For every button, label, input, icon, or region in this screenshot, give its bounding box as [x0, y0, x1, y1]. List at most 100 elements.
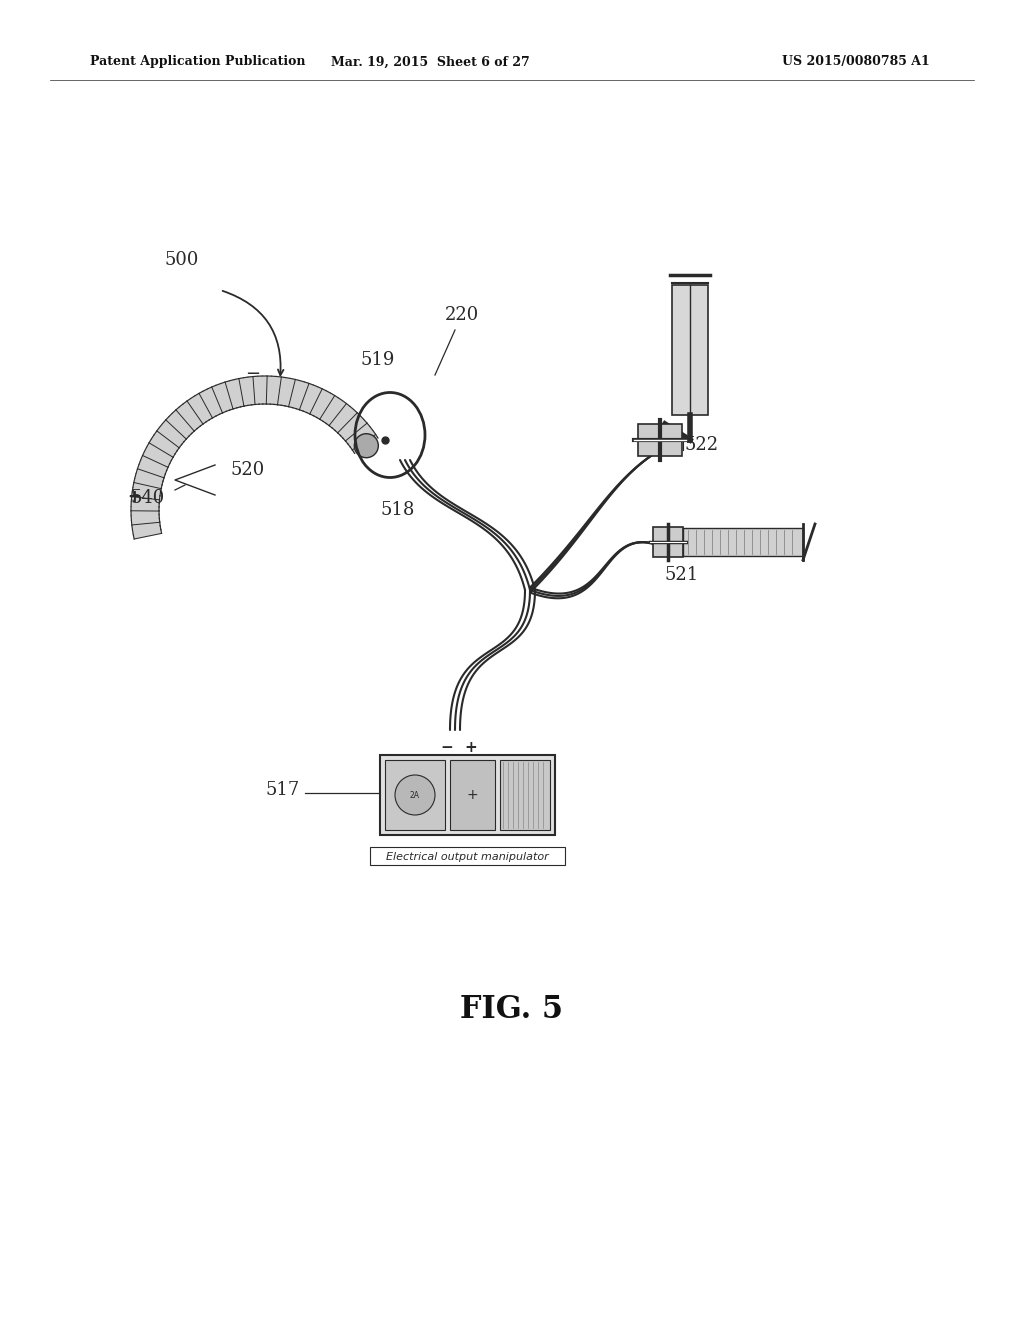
Polygon shape	[258, 376, 263, 404]
Polygon shape	[253, 376, 259, 404]
Text: 520: 520	[230, 461, 264, 479]
Bar	[380, 755, 555, 836]
Polygon shape	[166, 417, 189, 440]
Polygon shape	[225, 381, 238, 409]
Polygon shape	[306, 387, 322, 414]
Polygon shape	[319, 396, 338, 421]
Polygon shape	[179, 404, 201, 429]
Text: 500: 500	[165, 251, 200, 269]
Text: 521: 521	[665, 566, 699, 583]
Polygon shape	[131, 511, 159, 516]
Text: Patent Application Publication: Patent Application Publication	[90, 55, 305, 69]
Polygon shape	[131, 515, 160, 520]
Polygon shape	[270, 376, 276, 404]
Polygon shape	[299, 383, 313, 412]
Polygon shape	[348, 426, 373, 447]
Polygon shape	[262, 376, 267, 404]
Polygon shape	[140, 455, 168, 471]
Polygon shape	[187, 399, 207, 424]
Polygon shape	[323, 399, 342, 424]
Circle shape	[354, 434, 378, 458]
Polygon shape	[340, 416, 364, 438]
Polygon shape	[142, 451, 170, 467]
Circle shape	[395, 775, 435, 814]
Polygon shape	[282, 378, 290, 407]
Text: FIG. 5: FIG. 5	[461, 994, 563, 1026]
Polygon shape	[229, 380, 241, 408]
Polygon shape	[303, 385, 317, 413]
Polygon shape	[132, 492, 160, 500]
Polygon shape	[338, 413, 360, 436]
Text: 522: 522	[685, 436, 719, 454]
Polygon shape	[146, 444, 173, 461]
Polygon shape	[136, 469, 164, 482]
Text: −: −	[246, 366, 260, 383]
Polygon shape	[216, 384, 230, 412]
Bar	[672, 285, 708, 414]
Polygon shape	[203, 389, 219, 416]
Polygon shape	[135, 474, 163, 484]
Polygon shape	[292, 380, 304, 409]
Polygon shape	[134, 478, 162, 488]
Text: US 2015/0080785 A1: US 2015/0080785 A1	[782, 55, 930, 69]
Text: +: +	[465, 739, 477, 755]
Polygon shape	[132, 487, 161, 496]
Bar	[653, 527, 683, 557]
Polygon shape	[157, 428, 181, 447]
Text: +: +	[127, 487, 141, 506]
Polygon shape	[137, 465, 166, 478]
Polygon shape	[183, 401, 204, 426]
Polygon shape	[133, 483, 161, 492]
Polygon shape	[169, 413, 191, 437]
Bar	[638, 424, 682, 455]
Polygon shape	[326, 401, 346, 426]
Polygon shape	[163, 420, 186, 442]
Text: 517: 517	[266, 781, 300, 799]
Bar	[450, 760, 495, 830]
Text: 540: 540	[130, 488, 164, 507]
Polygon shape	[139, 461, 167, 474]
Polygon shape	[350, 430, 376, 450]
Polygon shape	[176, 407, 198, 432]
Text: +: +	[466, 788, 478, 803]
Text: 519: 519	[360, 351, 394, 370]
Polygon shape	[132, 525, 161, 535]
Polygon shape	[199, 391, 216, 418]
Polygon shape	[313, 391, 330, 417]
Polygon shape	[212, 385, 226, 413]
Polygon shape	[335, 409, 357, 433]
Polygon shape	[289, 379, 299, 408]
Polygon shape	[332, 407, 353, 430]
Bar	[500, 760, 550, 830]
Polygon shape	[345, 424, 370, 445]
Polygon shape	[208, 387, 223, 414]
Polygon shape	[150, 440, 175, 457]
Polygon shape	[131, 517, 160, 525]
Polygon shape	[154, 432, 179, 451]
Polygon shape	[285, 379, 295, 407]
Polygon shape	[131, 507, 159, 511]
Polygon shape	[133, 529, 162, 539]
Polygon shape	[278, 378, 286, 405]
Polygon shape	[132, 521, 160, 529]
Polygon shape	[244, 378, 252, 405]
Polygon shape	[144, 447, 171, 463]
Polygon shape	[316, 393, 334, 420]
Text: Mar. 19, 2015  Sheet 6 of 27: Mar. 19, 2015 Sheet 6 of 27	[331, 55, 529, 69]
Polygon shape	[248, 376, 256, 405]
Polygon shape	[273, 376, 281, 405]
Polygon shape	[239, 378, 248, 407]
Bar	[370, 847, 565, 865]
Polygon shape	[310, 389, 326, 416]
Text: 220: 220	[445, 306, 479, 323]
Polygon shape	[234, 379, 245, 407]
Polygon shape	[343, 420, 367, 441]
Bar	[683, 528, 803, 556]
Polygon shape	[160, 424, 184, 445]
Text: Electrical output manipulator: Electrical output manipulator	[386, 851, 549, 862]
Polygon shape	[266, 376, 271, 404]
Text: −: −	[440, 739, 453, 755]
Polygon shape	[190, 396, 210, 422]
Polygon shape	[131, 502, 159, 507]
Polygon shape	[220, 383, 233, 411]
